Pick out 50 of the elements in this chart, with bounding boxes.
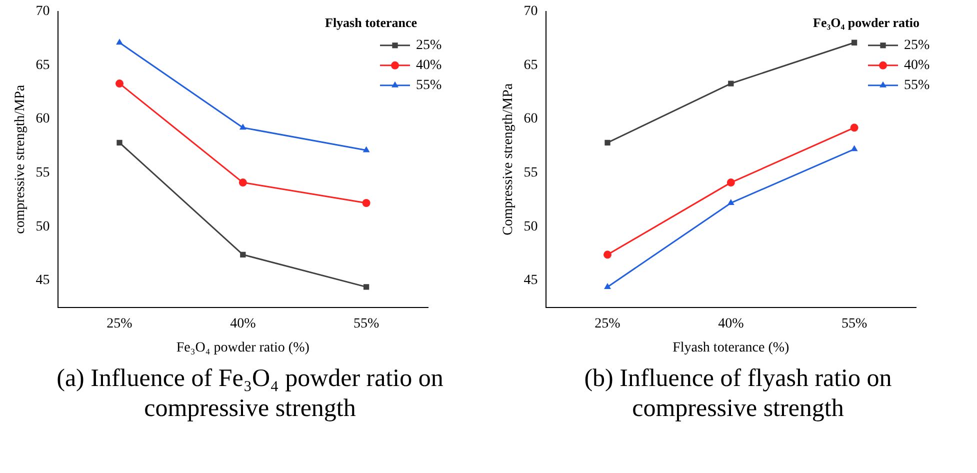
y-tick-label: 60 <box>524 112 538 127</box>
legend-title: Flyash toterance <box>325 14 418 30</box>
point <box>116 140 122 146</box>
legend-label: 40% <box>416 58 442 74</box>
x-tick-label: 25% <box>594 316 621 332</box>
y-tick-label: 45 <box>524 273 538 288</box>
point <box>240 252 246 258</box>
y-axis-title: Compressive strength/MPa <box>501 82 516 236</box>
y-tick-label: 45 <box>36 273 50 288</box>
legend-title: Fe₃O₄ powder ratio <box>813 14 920 30</box>
point <box>727 198 734 205</box>
y-tick-label: 65 <box>36 58 50 73</box>
x-tick-label: 40% <box>230 316 256 332</box>
point <box>362 146 370 152</box>
point <box>239 124 246 130</box>
x-tick-label: 55% <box>353 316 380 332</box>
x-axis-title: Fe₃O₄ powder ratio (%) <box>176 340 310 356</box>
legend-label: 55% <box>416 78 442 94</box>
y-tick-label: 60 <box>36 112 50 127</box>
point <box>116 80 124 88</box>
point <box>362 198 370 207</box>
legend-label: 25% <box>416 38 442 54</box>
point <box>728 80 734 86</box>
text: (a) Influence of Fe₃O₄ powder ratio on compressive strength <box>56 364 444 424</box>
point <box>604 282 611 289</box>
point <box>363 284 370 290</box>
legend-label: 55% <box>904 78 930 94</box>
point <box>851 40 858 46</box>
point <box>238 178 247 187</box>
y-tick-label: 70 <box>36 4 50 20</box>
point <box>850 145 858 152</box>
point <box>850 124 858 132</box>
y-tick-label: 50 <box>36 219 50 234</box>
x-tick-label: 25% <box>106 316 133 332</box>
y-tick-label: 50 <box>524 219 538 234</box>
point <box>116 38 123 45</box>
x-tick-label: 40% <box>718 316 744 332</box>
point <box>604 250 612 259</box>
y-tick-label: 55 <box>524 166 538 181</box>
y-tick-label: 55 <box>36 166 50 181</box>
x-axis-title: Flyash toterance (%) <box>672 340 790 356</box>
point <box>604 140 610 146</box>
point <box>726 178 735 187</box>
x-tick-label: 55% <box>841 316 868 332</box>
y-tick-label: 70 <box>524 4 538 20</box>
legend-label: 25% <box>904 38 930 54</box>
y-axis-title: compressive strength/MPa <box>13 84 28 234</box>
legend-label: 40% <box>904 58 930 74</box>
text: (b) Influence of flyash ratio on compressive strength <box>583 364 893 424</box>
y-tick-label: 65 <box>524 58 538 73</box>
